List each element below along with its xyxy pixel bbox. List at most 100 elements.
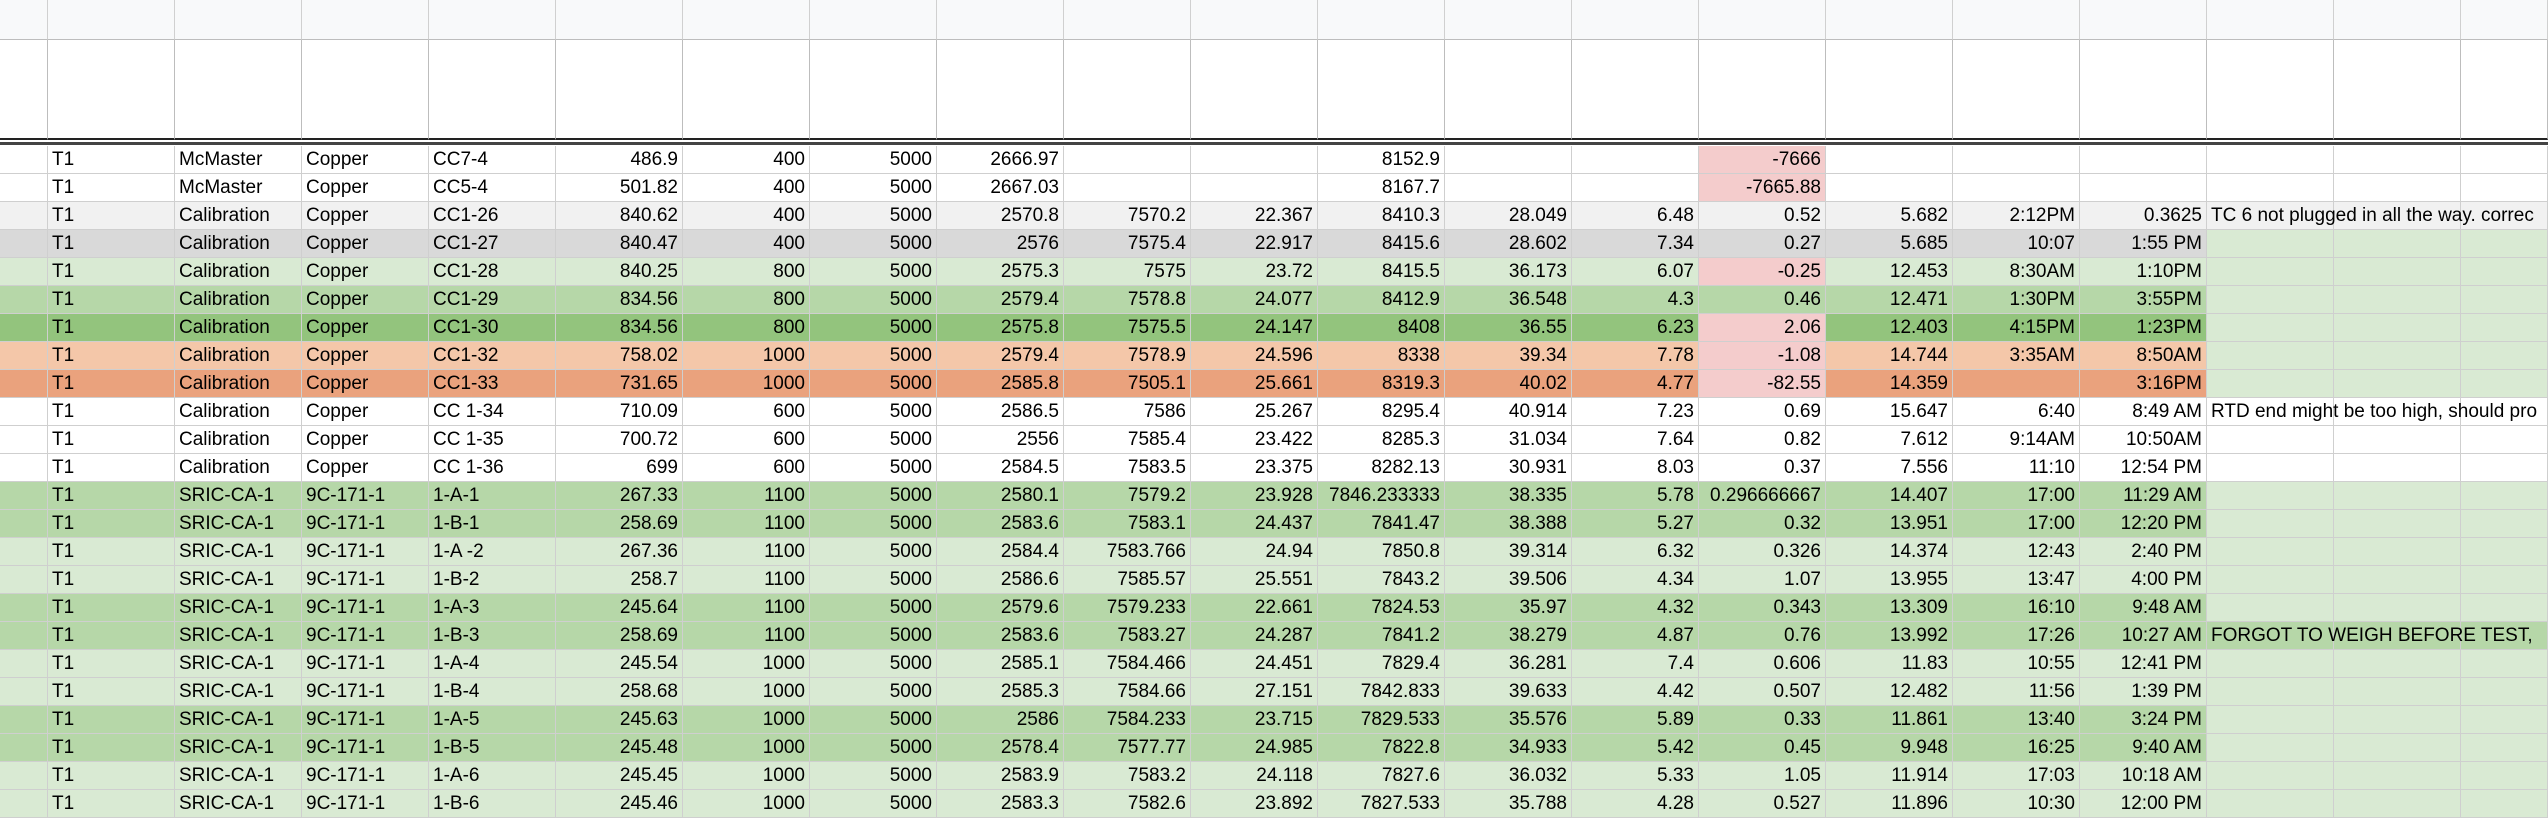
column-letter-d[interactable] <box>175 0 302 40</box>
table-cell[interactable]: SRIC-CA-1 <box>175 622 302 650</box>
table-cell[interactable]: SRIC-CA-1 <box>175 650 302 678</box>
table-cell[interactable]: 5000 <box>810 174 937 202</box>
table-cell[interactable] <box>2207 426 2334 454</box>
table-cell[interactable]: 5000 <box>810 286 937 314</box>
table-cell[interactable] <box>0 314 48 342</box>
table-cell[interactable]: 6.32 <box>1572 538 1699 566</box>
table-cell[interactable]: 13:40 <box>1953 706 2080 734</box>
table-cell[interactable] <box>2334 258 2461 286</box>
header-cell[interactable] <box>937 40 1064 140</box>
table-cell[interactable]: 9.948 <box>1826 734 1953 762</box>
table-cell[interactable]: 0.76 <box>1699 622 1826 650</box>
table-cell[interactable]: 5000 <box>810 426 937 454</box>
table-cell[interactable]: 245.46 <box>556 790 683 818</box>
table-cell[interactable] <box>0 174 48 202</box>
table-cell[interactable]: 7586 <box>1064 398 1191 426</box>
table-cell[interactable]: Calibration <box>175 230 302 258</box>
table-cell[interactable]: T1 <box>48 454 175 482</box>
table-cell[interactable]: SRIC-CA-1 <box>175 594 302 622</box>
table-cell[interactable]: 267.33 <box>556 482 683 510</box>
table-cell[interactable] <box>2334 286 2461 314</box>
table-cell[interactable]: 1100 <box>683 510 810 538</box>
table-cell[interactable]: 1100 <box>683 594 810 622</box>
table-cell[interactable]: McMaster <box>175 146 302 174</box>
table-cell[interactable]: 7.34 <box>1572 230 1699 258</box>
table-cell[interactable]: T1 <box>48 286 175 314</box>
table-cell[interactable]: 1-A -2 <box>429 538 556 566</box>
table-cell[interactable]: 9C-171-1 <box>302 790 429 818</box>
table-cell[interactable]: 7583.766 <box>1064 538 1191 566</box>
table-cell[interactable]: 2583.3 <box>937 790 1064 818</box>
table-cell[interactable] <box>2207 174 2334 202</box>
table-cell[interactable]: 840.62 <box>556 202 683 230</box>
table-cell[interactable]: 3:35AM <box>1953 342 2080 370</box>
table-cell[interactable] <box>2207 734 2334 762</box>
table-cell[interactable] <box>2207 790 2334 818</box>
table-cell[interactable]: 10:27 AM <box>2080 622 2207 650</box>
table-cell[interactable]: RTD end might be too high, should pro <box>2207 398 2537 426</box>
table-cell[interactable]: 24.596 <box>1191 342 1318 370</box>
table-cell[interactable] <box>2334 594 2461 622</box>
table-cell[interactable]: 12.471 <box>1826 286 1953 314</box>
table-cell[interactable] <box>2207 650 2334 678</box>
header-cell[interactable] <box>1572 40 1699 140</box>
table-cell[interactable]: 12:41 PM <box>2080 650 2207 678</box>
table-cell[interactable]: 11:56 <box>1953 678 2080 706</box>
table-cell[interactable]: 17:00 <box>1953 510 2080 538</box>
table-cell[interactable]: 10:07 <box>1953 230 2080 258</box>
table-cell[interactable]: T1 <box>48 202 175 230</box>
table-cell[interactable]: 8152.9 <box>1318 146 1445 174</box>
column-letter-f[interactable] <box>429 0 556 40</box>
table-cell[interactable] <box>0 258 48 286</box>
table-cell[interactable]: 2578.4 <box>937 734 1064 762</box>
table-cell[interactable]: 14.744 <box>1826 342 1953 370</box>
table-cell[interactable]: 0.296666667 <box>1699 482 1826 510</box>
table-cell[interactable]: 2585.1 <box>937 650 1064 678</box>
table-cell[interactable]: 1000 <box>683 762 810 790</box>
table-cell[interactable]: 11.914 <box>1826 762 1953 790</box>
table-cell[interactable]: 600 <box>683 398 810 426</box>
table-cell[interactable] <box>2207 314 2334 342</box>
table-cell[interactable] <box>0 706 48 734</box>
table-cell[interactable]: Copper <box>302 174 429 202</box>
table-cell[interactable] <box>2334 230 2461 258</box>
table-cell[interactable]: 23.72 <box>1191 258 1318 286</box>
table-cell[interactable] <box>2334 734 2461 762</box>
table-cell[interactable]: Calibration <box>175 314 302 342</box>
table-cell[interactable]: CC1-28 <box>429 258 556 286</box>
table-cell[interactable]: 6.48 <box>1572 202 1699 230</box>
table-cell[interactable] <box>2461 566 2548 594</box>
table-cell[interactable]: 0.46 <box>1699 286 1826 314</box>
table-cell[interactable]: 24.118 <box>1191 762 1318 790</box>
table-cell[interactable]: 0.52 <box>1699 202 1826 230</box>
table-cell[interactable]: 13.309 <box>1826 594 1953 622</box>
table-cell[interactable]: 8408 <box>1318 314 1445 342</box>
table-cell[interactable] <box>2207 594 2334 622</box>
table-cell[interactable]: 7829.533 <box>1318 706 1445 734</box>
table-cell[interactable]: 24.287 <box>1191 622 1318 650</box>
table-cell[interactable]: 1-B-2 <box>429 566 556 594</box>
table-cell[interactable]: 5000 <box>810 678 937 706</box>
table-cell[interactable]: 2.06 <box>1699 314 1826 342</box>
table-cell[interactable]: Calibration <box>175 370 302 398</box>
table-cell[interactable]: Copper <box>302 342 429 370</box>
table-cell[interactable]: 4.32 <box>1572 594 1699 622</box>
table-cell[interactable] <box>2334 762 2461 790</box>
table-cell[interactable]: 7827.6 <box>1318 762 1445 790</box>
table-cell[interactable]: 1000 <box>683 342 810 370</box>
table-cell[interactable]: 5000 <box>810 342 937 370</box>
table-cell[interactable] <box>2207 510 2334 538</box>
table-cell[interactable] <box>0 734 48 762</box>
table-cell[interactable]: 840.47 <box>556 230 683 258</box>
table-cell[interactable]: 11:10 <box>1953 454 2080 482</box>
table-cell[interactable]: 9C-171-1 <box>302 622 429 650</box>
column-letter-m[interactable] <box>1318 0 1445 40</box>
column-letter-e[interactable] <box>302 0 429 40</box>
table-cell[interactable]: 14.374 <box>1826 538 1953 566</box>
table-cell[interactable] <box>2334 174 2461 202</box>
table-cell[interactable] <box>0 426 48 454</box>
table-cell[interactable]: 7505.1 <box>1064 370 1191 398</box>
table-cell[interactable]: 40.02 <box>1445 370 1572 398</box>
table-cell[interactable] <box>2207 538 2334 566</box>
table-cell[interactable] <box>1953 174 2080 202</box>
